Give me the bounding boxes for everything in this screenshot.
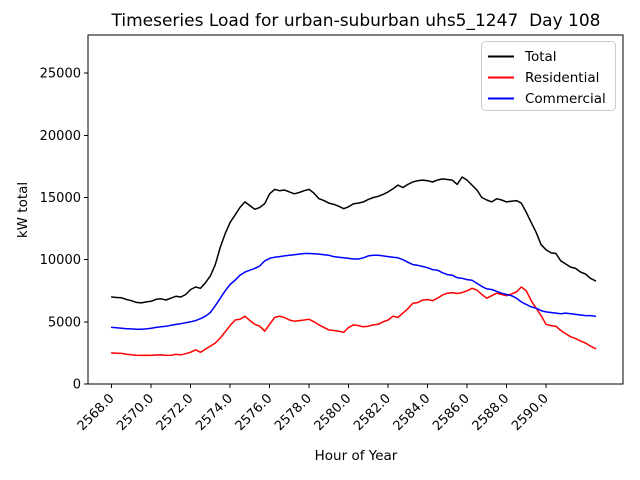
x-tick-label: 2568.0	[75, 391, 118, 434]
series-line-total	[110, 176, 597, 304]
x-tick-label: 2570.0	[114, 391, 157, 434]
x-tick-label: 2584.0	[391, 391, 434, 434]
legend-label-commercial: Commercial	[525, 91, 606, 107]
legend-box	[481, 41, 616, 111]
x-axis-label: Hour of Year	[315, 448, 398, 464]
x-tick-label: 2590.0	[509, 391, 552, 434]
y-tick-label: 25000	[40, 67, 81, 82]
x-tick-label: 2582.0	[351, 391, 394, 434]
y-tick-label: 20000	[40, 129, 81, 144]
chart-title: Timeseries Load for urban-suburban uhs5_…	[111, 11, 601, 31]
y-tick-label: 5000	[48, 315, 81, 330]
x-tick-label: 2580.0	[312, 391, 355, 434]
x-tick-label: 2576.0	[233, 391, 276, 434]
x-tick-label: 2572.0	[154, 391, 197, 434]
y-tick-label: 0	[73, 378, 81, 393]
x-tick-label: 2578.0	[272, 391, 315, 434]
series-line-residential	[110, 286, 597, 357]
x-tick-label: 2588.0	[470, 391, 513, 434]
y-axis-label: kW total	[15, 182, 31, 238]
y-tick-label: 10000	[40, 253, 81, 268]
legend-label-total: Total	[524, 49, 557, 65]
legend-label-residential: Residential	[525, 70, 599, 86]
series-line-commercial	[110, 252, 597, 331]
legend: Total Residential Commercial	[481, 41, 616, 111]
series-lines	[110, 176, 597, 357]
x-tick-label: 2586.0	[430, 391, 473, 434]
x-tick-label: 2574.0	[193, 391, 236, 434]
y-tick-label: 15000	[40, 191, 81, 206]
